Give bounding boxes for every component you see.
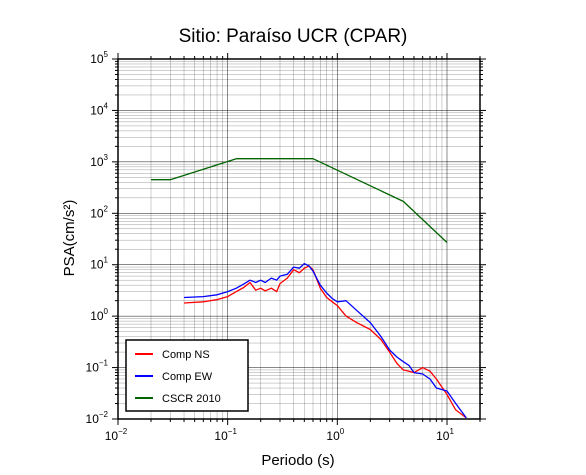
x-tick-exponent: 1 [449,427,454,436]
y-tick-label: 103 [90,153,108,169]
y-tick-exponent: 2 [104,204,109,213]
x-tick-exponent: −2 [118,427,128,436]
y-tick-label: 10−1 [86,359,109,375]
y-tick-label: 10−2 [86,410,109,426]
legend: Comp NS Comp EW CSCR 2010 [125,339,249,412]
y-tick-base: 10 [90,206,104,220]
x-tick-base: 10 [436,429,450,443]
y-tick-base: 10 [90,103,104,117]
x-tick-labels: 10−2 10−1 100 101 [105,427,455,443]
y-tick-exponent: −1 [99,359,109,368]
legend-label: Comp EW [162,371,213,383]
plot-frame [117,58,481,420]
x-tick-base: 10 [326,429,340,443]
y-tick-base: 10 [90,155,104,169]
series-line-cscr-2010 [151,158,448,243]
y-tick-label: 101 [90,256,108,272]
y-axis-title: PSA(cm/s²) [61,200,78,277]
y-tick-base: 10 [86,412,100,426]
x-tick-label: 10−1 [214,427,237,443]
legend-label: CSCR 2010 [162,393,221,405]
tick-layer [112,53,486,425]
y-tick-base: 10 [86,361,100,375]
x-tick-exponent: 0 [340,427,345,436]
y-tick-label: 102 [90,204,108,220]
y-tick-label: 100 [90,307,108,323]
x-tick-label: 10−2 [105,427,128,443]
y-tick-base: 10 [90,52,104,66]
x-tick-label: 101 [436,427,454,443]
y-tick-exponent: 1 [104,256,109,265]
y-tick-exponent: 3 [104,153,109,162]
x-tick-label: 100 [326,427,344,443]
y-tick-base: 10 [90,309,104,323]
x-tick-base: 10 [214,429,228,443]
x-tick-exponent: −1 [228,427,238,436]
y-tick-exponent: 0 [104,307,109,316]
y-tick-exponent: 5 [104,50,109,59]
x-tick-base: 10 [105,429,119,443]
x-axis-title: Periodo (s) [261,452,334,469]
y-tick-label: 105 [90,50,108,66]
chart-title: Sitio: Paraíso UCR (CPAR) [179,26,408,47]
y-tick-base: 10 [90,258,104,272]
series-layer [151,158,467,419]
y-tick-label: 104 [90,101,108,117]
y-tick-exponent: 4 [104,101,109,110]
series-line-comp-ew [183,262,467,419]
legend-label: Comp NS [162,349,210,361]
y-tick-exponent: −2 [99,410,109,419]
